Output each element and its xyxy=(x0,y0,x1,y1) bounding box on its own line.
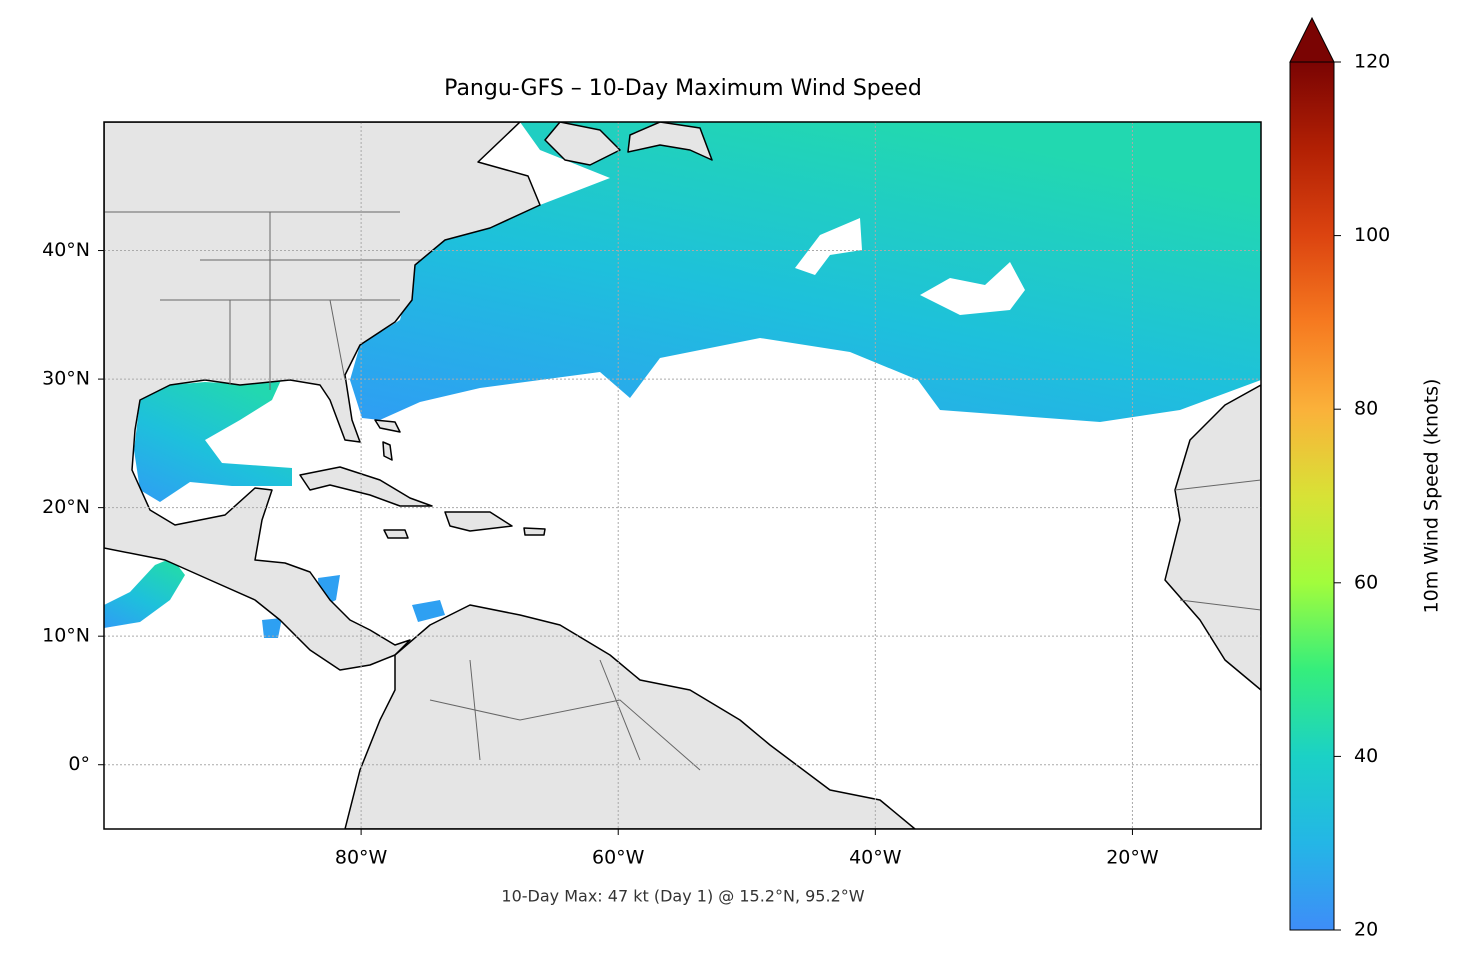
colorbar xyxy=(1290,62,1334,930)
y-tick-label: 20°N xyxy=(42,496,90,518)
bahamas xyxy=(374,419,401,461)
x-tick-label: 60°W xyxy=(592,847,645,869)
borders xyxy=(104,211,1261,771)
south-america xyxy=(344,604,916,829)
wind-field xyxy=(350,122,1261,422)
colorbar-frame xyxy=(1289,61,1335,931)
cuba xyxy=(299,466,433,507)
colorbar-tick-label: 20 xyxy=(1354,919,1378,941)
title: Pangu-GFS – 10-Day Maximum Wind Speed xyxy=(444,76,922,101)
colorbar-tick-label: 100 xyxy=(1354,224,1390,246)
colorbar-tick-label: 60 xyxy=(1354,571,1378,593)
colorbar-label: 10m Wind Speed (knots) xyxy=(1421,379,1443,614)
puerto-rico xyxy=(523,527,546,536)
colorbar-tick-label: 120 xyxy=(1354,51,1390,73)
hispaniola xyxy=(444,511,513,532)
x-tick-label: 20°W xyxy=(1106,847,1159,869)
y-tick-label: 40°N xyxy=(42,239,90,261)
jamaica xyxy=(383,529,409,539)
map-area xyxy=(104,122,1261,829)
plot-frame xyxy=(103,121,1262,830)
y-tick-label: 10°N xyxy=(42,625,90,647)
wind-field-gulf xyxy=(134,378,292,502)
colorbar-tick-label: 40 xyxy=(1354,745,1378,767)
north-america xyxy=(104,122,541,671)
colorbar-tick-label: 80 xyxy=(1354,398,1378,420)
gridlines xyxy=(104,122,1261,829)
x-tick-label: 40°W xyxy=(849,847,902,869)
africa xyxy=(1164,384,1261,691)
x-tick-label: 80°W xyxy=(335,847,388,869)
wind-field-pacific xyxy=(104,558,185,628)
wind-gap xyxy=(795,218,1025,315)
canada-east xyxy=(544,122,713,166)
colorbar-extend xyxy=(1289,16,1335,63)
footnote: 10-Day Max: 47 kt (Day 1) @ 15.2°N, 95.2… xyxy=(501,887,864,906)
y-tick-label: 0° xyxy=(68,753,90,775)
y-tick-label: 30°N xyxy=(42,368,90,390)
